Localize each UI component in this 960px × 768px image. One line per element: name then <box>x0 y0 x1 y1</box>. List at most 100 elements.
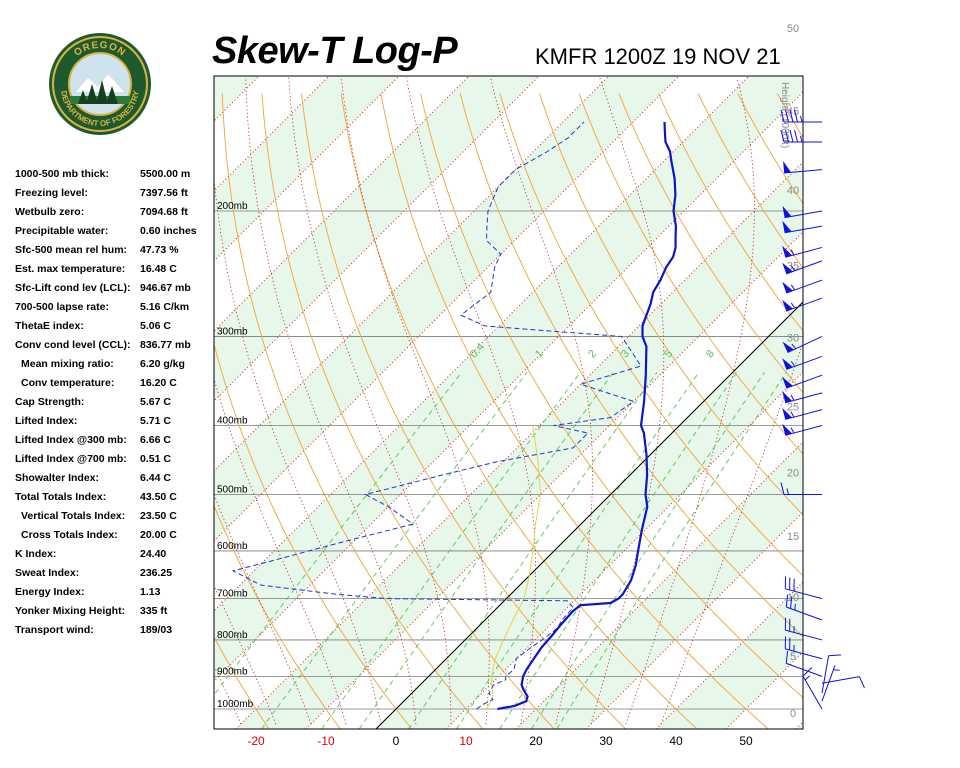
wind-barb-half <box>804 675 811 681</box>
index-value: 7397.56 ft <box>140 187 188 199</box>
chart-title: Skew-T Log-P <box>212 30 458 72</box>
temperature-profile <box>497 121 678 711</box>
wind-barb-staff <box>821 665 836 702</box>
index-row: 1000-500 mb thick: 5500.00 m <box>15 168 215 187</box>
dry-adiabat-line <box>301 93 626 729</box>
wind-barb <box>821 654 841 694</box>
wind-barb-full <box>785 129 789 143</box>
dry-adiabat-line <box>221 93 484 729</box>
index-value: 1.13 <box>140 586 161 598</box>
mixing-ratio-line <box>456 371 700 729</box>
wind-barb <box>782 260 823 275</box>
dry-adiabat-line <box>857 93 960 729</box>
isotherm-line <box>0 76 189 729</box>
x-tick-label: 0 <box>393 734 400 748</box>
mixing-ratio-line <box>499 371 738 729</box>
dry-adiabat-line <box>380 93 769 729</box>
wind-barb <box>784 617 823 641</box>
wind-barb-staff <box>802 675 823 710</box>
index-label: Energy Index: <box>15 586 85 598</box>
isotherm-band <box>214 76 679 541</box>
wind-barb-staff <box>786 662 823 677</box>
stability-indices-panel: 1000-500 mb thick: 5500.00 m Freezing leve… <box>15 168 215 643</box>
height-tick-label: 40 <box>787 185 799 197</box>
wind-barb-full <box>789 129 794 143</box>
index-row: Sweat Index: 236.25 <box>15 567 215 586</box>
wind-barb-staff <box>821 655 830 694</box>
mixing-ratio-line <box>556 371 787 729</box>
mixing-ratio-line <box>214 371 463 696</box>
dry-adiabat-line <box>420 93 803 699</box>
index-row: Yonker Mixing Height: 335 ft <box>15 605 215 624</box>
moist-adiabat-line <box>214 174 382 725</box>
height-tick-label: 10 <box>787 592 799 604</box>
dry-adiabat-line <box>214 504 341 729</box>
dry-adiabat-line <box>936 93 960 729</box>
wind-barb <box>782 245 823 258</box>
wind-barb-full <box>828 654 841 657</box>
station-time-label: KMFR 1200Z 19 NOV 21 <box>535 44 781 69</box>
pressure-label: 700mb <box>217 589 248 600</box>
wind-barb-half <box>800 115 803 123</box>
index-value: 24.40 <box>140 548 167 560</box>
mixing-ratio-label: 8 <box>704 348 717 361</box>
height-tick-label: 0 <box>790 708 796 720</box>
x-tick-label: 10 <box>459 734 473 748</box>
dry-adiabat-line <box>340 93 698 729</box>
wind-barb-flag <box>782 423 793 436</box>
wind-barb-full <box>794 109 798 123</box>
dry-adiabat-line <box>214 635 270 729</box>
dry-adiabat-line <box>57 93 198 729</box>
mixing-ratio-line <box>531 371 765 729</box>
isotherm-band <box>656 582 803 729</box>
x-tick-label: -20 <box>247 734 265 748</box>
index-row: Conv temperature: 16.20 C <box>15 377 215 396</box>
index-value: 189/03 <box>140 624 173 636</box>
wind-barb-full <box>802 667 813 677</box>
wind-barb <box>802 667 823 710</box>
wind-barb-half <box>794 603 796 611</box>
index-row: Lifted Index: 5.71 C <box>15 415 215 434</box>
index-row: Vertical Totals Index: 23.50 C <box>15 510 215 529</box>
wind-barb-staff <box>785 588 823 600</box>
index-row: K Index: 24.40 <box>15 548 215 567</box>
index-row: Lifted Index @700 mb: 0.51 C <box>15 453 215 472</box>
wind-barb-flag <box>782 341 794 353</box>
isotherm-line <box>0 76 119 729</box>
plot-area <box>0 76 960 729</box>
index-value: 6.20 g/kg <box>140 358 185 370</box>
index-value: 0.60 inches <box>140 225 197 237</box>
wind-barb-half <box>790 284 796 291</box>
index-label: Showalter Index: <box>15 472 100 484</box>
index-value: 43.50 C <box>140 491 177 503</box>
index-label: Wetbulb zero: <box>15 206 85 218</box>
dry-adiabat-line <box>214 342 412 729</box>
pressure-label: 500mb <box>217 485 248 496</box>
wind-barb-staff <box>786 606 823 621</box>
wind-barb-half <box>833 669 840 671</box>
index-label: 700-500 lapse rate: <box>15 301 109 313</box>
index-value: 946.67 mb <box>140 282 191 294</box>
wind-barb-staff <box>821 676 860 684</box>
moist-adiabat-line <box>340 77 490 725</box>
dry-adiabat-line <box>539 93 803 516</box>
wind-barb-full <box>780 109 785 123</box>
index-row: Transport wind: 189/03 <box>15 624 215 643</box>
isotherm-band <box>796 722 803 729</box>
wind-barb-flag <box>782 407 793 420</box>
index-label: Lifted Index: <box>15 415 78 427</box>
wind-barb <box>784 636 823 660</box>
wind-barb-full <box>785 109 789 123</box>
index-label: Lifted Index @300 mb: <box>15 434 127 446</box>
index-value: 5.06 C <box>140 320 171 332</box>
index-row: Showalter Index: 6.44 C <box>15 472 215 491</box>
index-value: 20.00 C <box>140 529 177 541</box>
pressure-label: 300mb <box>217 326 248 337</box>
wind-barb <box>780 129 822 143</box>
wind-barb-full <box>780 129 785 143</box>
wind-barb-staff <box>785 629 823 641</box>
pressure-label: 900mb <box>217 666 248 677</box>
wind-barb <box>782 391 823 404</box>
wind-barb <box>782 355 823 370</box>
wind-barb-staff <box>785 648 823 660</box>
